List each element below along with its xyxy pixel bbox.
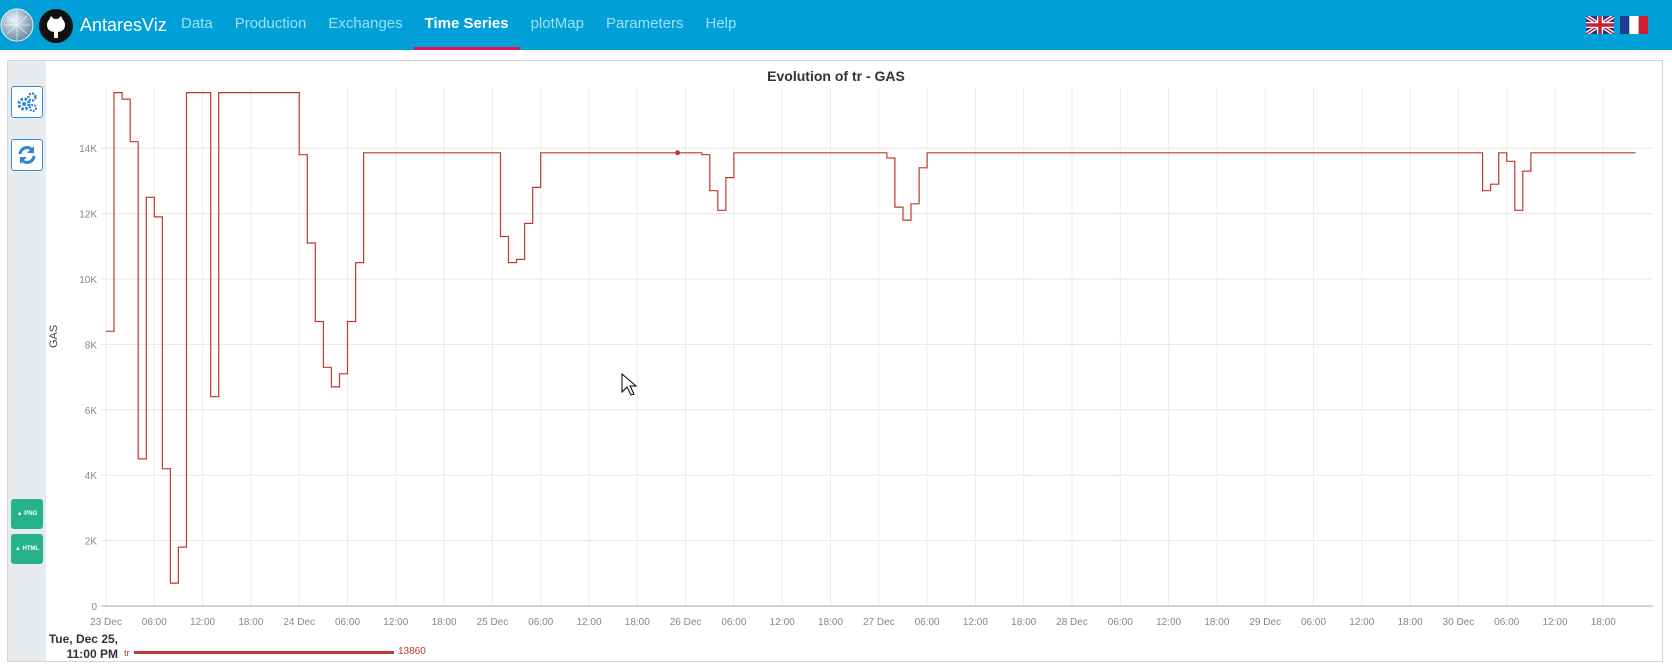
nav-help[interactable]: Help	[705, 15, 737, 32]
nav-time-series[interactable]: Time Series	[413, 0, 520, 50]
download-html-button[interactable]: ▲ HTML	[11, 534, 43, 564]
nav-data[interactable]: Data	[181, 15, 213, 32]
download-html-label: HTML	[22, 546, 40, 552]
legend-date-line2: 11:00 PM	[66, 647, 118, 661]
x-tick-label: 25 Dec	[477, 617, 509, 628]
nav-parameters[interactable]: Parameters	[605, 15, 684, 32]
y-tick-label: 6K	[85, 406, 98, 417]
y-tick-label: 8K	[85, 340, 98, 351]
series-line-tr	[106, 92, 1636, 584]
x-tick-label: 18:00	[1591, 617, 1616, 628]
download-icon: ▲	[16, 511, 23, 517]
x-tick-label: 06:00	[721, 617, 746, 628]
x-tick-label: 12:00	[1542, 617, 1567, 628]
chart-panel	[7, 60, 1663, 662]
x-tick-label: 23 Dec	[90, 617, 122, 628]
x-tick-label: 06:00	[335, 617, 360, 628]
nav-production[interactable]: Production	[234, 15, 307, 32]
settings-button[interactable]	[11, 86, 43, 118]
y-tick-label: 2K	[85, 537, 98, 548]
x-tick-label: 30 Dec	[1443, 617, 1475, 628]
y-tick-label: 14K	[79, 144, 97, 155]
x-tick-label: 18:00	[238, 617, 263, 628]
x-tick-label: 12:00	[576, 617, 601, 628]
france-flag-icon[interactable]	[1620, 16, 1648, 34]
refresh-button[interactable]	[11, 139, 43, 171]
x-tick-label: 06:00	[1301, 617, 1326, 628]
y-tick-label: 0	[91, 602, 97, 613]
legend-date-line1: Tue, Dec 25,	[48, 632, 118, 646]
nav-plotmap[interactable]: plotMap	[530, 15, 584, 32]
x-gridlines	[105, 88, 1604, 606]
download-icon: ▲	[14, 546, 21, 552]
x-tick-label: 06:00	[528, 617, 553, 628]
x-tick-label: 12:00	[770, 617, 795, 628]
x-tick-label: 18:00	[1398, 617, 1423, 628]
y-tick-labels: 0 2K 4K 6K 8K 10K 12K 14K	[79, 144, 97, 613]
x-tick-label: 28 Dec	[1056, 617, 1088, 628]
x-tick-labels: 23 Dec 06:00 12:00 18:00 24 Dec 06:00 12:00 18:…	[90, 617, 1616, 628]
globe-logo-icon	[0, 8, 34, 42]
nav-exchanges[interactable]: Exchanges	[328, 15, 403, 32]
x-tick-label: 12:00	[963, 617, 988, 628]
x-tick-label: 18:00	[818, 617, 843, 628]
legend-date: Tue, Dec 25, 11:00 PM	[48, 632, 118, 662]
main-nav: Data Production Exchanges Time Series pl…	[170, 0, 747, 50]
uk-flag-icon[interactable]	[1586, 16, 1614, 34]
x-tick-label: 18:00	[1011, 617, 1036, 628]
app-brand[interactable]: AntaresViz	[80, 15, 167, 35]
x-tick-label: 12:00	[1349, 617, 1374, 628]
x-tick-label: 12:00	[190, 617, 215, 628]
top-navbar: AntaresViz Data Production Exchanges Tim…	[0, 0, 1672, 50]
x-tick-label: 24 Dec	[283, 617, 315, 628]
legend-series-value: 13860	[398, 646, 426, 657]
download-png-button[interactable]: ▲ PNG	[11, 499, 43, 529]
x-tick-label: 18:00	[625, 617, 650, 628]
chart-title: Evolution of tr - GAS	[767, 68, 905, 84]
legend-series-line	[134, 651, 394, 654]
legend-series-name: tr	[124, 648, 130, 658]
x-tick-label: 29 Dec	[1249, 617, 1281, 628]
highlighted-point	[675, 150, 681, 156]
refresh-icon	[18, 146, 36, 164]
x-tick-label: 12:00	[383, 617, 408, 628]
x-tick-label: 06:00	[915, 617, 940, 628]
x-tick-label: 27 Dec	[863, 617, 895, 628]
x-tick-label: 06:00	[1108, 617, 1133, 628]
y-tick-label: 4K	[85, 471, 98, 482]
gears-icon	[17, 92, 38, 113]
x-tick-label: 18:00	[1204, 617, 1229, 628]
y-tick-label: 12K	[79, 210, 97, 221]
y-gridlines	[101, 147, 1653, 542]
x-tick-label: 18:00	[432, 617, 457, 628]
x-tick-label: 06:00	[1494, 617, 1519, 628]
x-tick-label: 12:00	[1156, 617, 1181, 628]
github-icon[interactable]	[38, 8, 74, 44]
download-png-label: PNG	[24, 511, 38, 517]
x-tick-label: 06:00	[142, 617, 167, 628]
chart-sidebar: ▲ PNG ▲ HTML	[8, 61, 46, 661]
x-tick-label: 26 Dec	[670, 617, 702, 628]
mouse-cursor-icon	[621, 372, 638, 396]
y-tick-label: 10K	[79, 275, 97, 286]
